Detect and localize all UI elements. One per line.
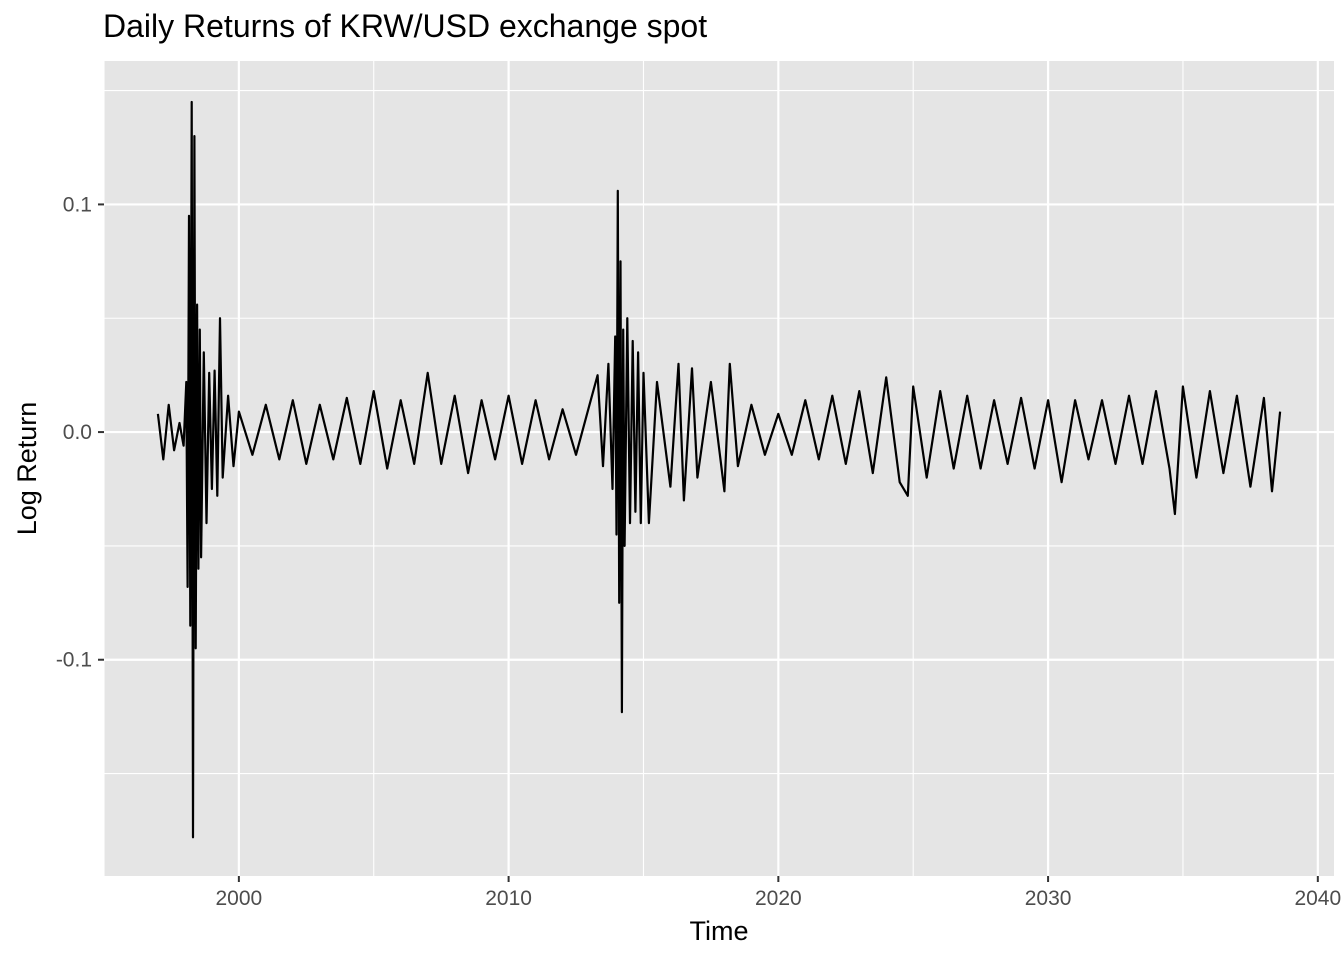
grid-major [104, 61, 1334, 876]
y-axis-ticks: -0.1 0.0 0.1 [56, 193, 104, 672]
grid-minor [103, 61, 1334, 876]
x-axis-ticks: 2000 2010 2020 2030 2040 [216, 876, 1341, 910]
x-tick-label: 2020 [755, 887, 802, 910]
x-tick-label: 2010 [485, 887, 532, 910]
y-axis-label: Log Return [12, 402, 42, 536]
x-tick-label: 2030 [1025, 887, 1072, 910]
x-tick-label: 2000 [216, 887, 263, 910]
y-tick-label: -0.1 [56, 649, 92, 672]
chart-title: Daily Returns of KRW/USD exchange spot [103, 8, 708, 44]
series-line [156, 100, 1282, 839]
plot-panel [104, 61, 1334, 876]
y-tick-label: 0.1 [63, 193, 92, 216]
y-tick-label: 0.0 [63, 421, 92, 444]
x-tick-label: 2040 [1294, 887, 1341, 910]
x-axis-label: Time [690, 916, 749, 946]
